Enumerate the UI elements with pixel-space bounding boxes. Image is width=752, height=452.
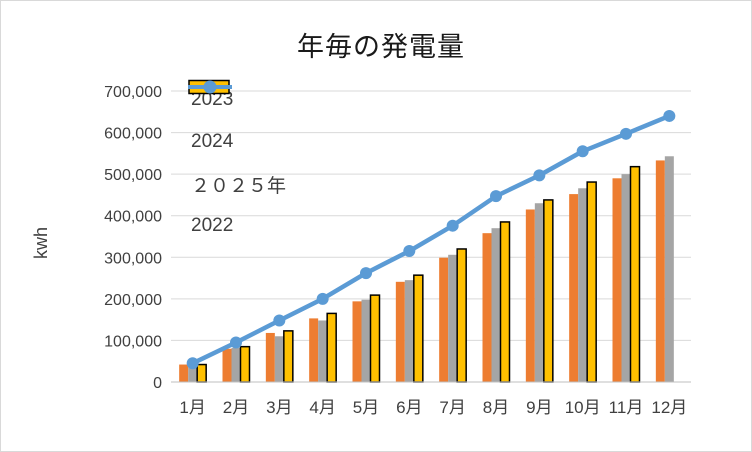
y-tick-label: 500,000 (104, 167, 162, 184)
x-tick-label: 9月 (526, 398, 552, 417)
x-tick-label: 2月 (223, 398, 249, 417)
chart-title: 年毎の発電量 (297, 32, 465, 62)
bar-2024 (578, 188, 588, 382)
x-tick-label: 12月 (651, 398, 687, 417)
line-marker (186, 357, 199, 370)
x-tick-label: 7月 (439, 398, 465, 417)
bar-２０２５年 (499, 221, 511, 383)
y-tick-label: 600,000 (104, 126, 162, 143)
y-tick-label: 100,000 (104, 333, 162, 350)
bar-２０２５年 (413, 274, 424, 383)
y-tick-label: 0 (153, 375, 162, 392)
line-marker (446, 219, 459, 232)
bar-2023 (482, 233, 492, 382)
bar-2023 (265, 332, 275, 382)
x-tick-label: 8月 (483, 398, 509, 417)
legend-item-２０２５年: ２０２５年 (187, 79, 287, 205)
line-marker (273, 314, 286, 327)
bar-2023 (395, 281, 405, 382)
bar-2023 (309, 318, 319, 382)
legend-label: 2024 (191, 131, 234, 152)
legend-label: 2022 (191, 215, 234, 236)
bar-2024 (231, 347, 241, 382)
legend-line-swatch (188, 80, 232, 94)
bar-2024 (664, 156, 674, 382)
line-marker (576, 145, 589, 158)
legend-label: ２０２５年 (191, 175, 287, 197)
x-tick-label: 6月 (396, 398, 422, 417)
y-tick-label: 400,000 (104, 209, 162, 226)
line-marker (490, 190, 502, 203)
y-tick-label: 200,000 (104, 292, 162, 309)
y-tick-label: 700,000 (104, 84, 162, 101)
legend: 2023 2024 ２０２５年 2022 (187, 79, 286, 247)
bar-2024 (318, 320, 328, 382)
bar-2024 (404, 280, 414, 382)
bar-2023 (655, 160, 665, 382)
x-tick-label: 11月 (609, 398, 644, 417)
x-tick-label: 5月 (353, 398, 379, 417)
bar-２０２５年 (239, 345, 251, 383)
line-marker (620, 127, 632, 140)
bar-2024 (448, 254, 458, 382)
x-tick-label: 1月 (179, 398, 205, 417)
line-marker (663, 109, 676, 122)
bar-２０２５年 (283, 330, 294, 383)
bar-2024 (534, 203, 544, 382)
y-tick-label: 300,000 (104, 250, 162, 267)
bar-２０２５年 (196, 363, 207, 383)
bar-２０２５年 (369, 294, 381, 383)
bar-２０２５年 (456, 248, 467, 383)
line-marker (230, 336, 242, 349)
bar-2024 (361, 299, 371, 382)
bar-2024 (274, 336, 284, 382)
x-tick-label: 10月 (565, 398, 601, 417)
line-marker (403, 245, 416, 258)
line-marker (360, 267, 372, 280)
x-tick-label: 4月 (309, 398, 335, 417)
bar-2023 (525, 209, 535, 382)
bar-2023 (569, 194, 579, 382)
bar-2023 (222, 348, 232, 382)
legend-item-2024: 2024 (187, 80, 286, 163)
bar-２０２５年 (629, 165, 641, 383)
bar-２０２５年 (543, 199, 554, 383)
line-2022 (191, 113, 671, 366)
bar-2024 (621, 174, 631, 382)
line-marker (533, 169, 546, 182)
bar-2024 (491, 228, 501, 382)
bar-２０２５年 (326, 312, 337, 383)
line-marker (316, 292, 329, 305)
bar-2023 (612, 178, 622, 382)
x-tick-label: 3月 (266, 398, 292, 417)
bar-2023 (179, 364, 189, 382)
legend-item-2022: 2022 (187, 80, 286, 247)
bar-2023 (352, 301, 362, 382)
bar-2023 (439, 257, 449, 382)
bar-２０２５年 (586, 181, 597, 383)
bar-2024 (188, 364, 198, 382)
